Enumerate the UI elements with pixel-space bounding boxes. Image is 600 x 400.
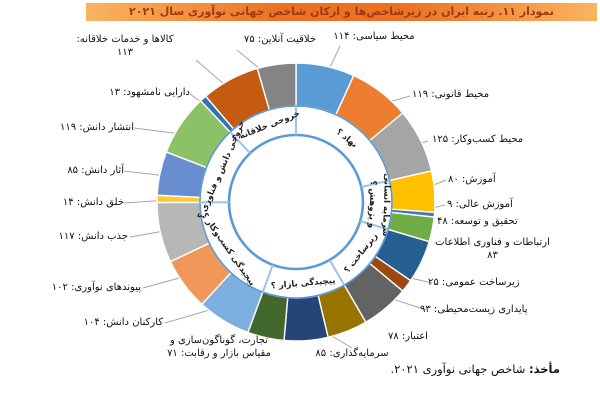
segment-label: پایداری زیست‌محیطی: ۹۳ <box>420 304 528 315</box>
pillar-label: و پژوهش ؟ <box>366 180 377 228</box>
segment-label: آثار دانش: ۸۵ <box>67 165 124 176</box>
segment-label: محیط سیاسی: ۱۱۴ <box>333 31 415 42</box>
segment-label: کالاها و خدمات خلاقانه: ۱۱۳ <box>76 34 174 58</box>
segment-label: سرمایه‌گذاری: ۸۵ <box>315 348 389 359</box>
segment-label: پیوندهای نوآوری: ۱۰۲ <box>51 282 141 293</box>
segment-label: محیط قانونی: ۱۱۹ <box>412 89 490 100</box>
pillar-label: نهاد ؟ <box>334 127 359 150</box>
pillar-label: سرمایه انسانی <box>380 173 392 236</box>
inner-ring-hole-border <box>227 133 365 271</box>
segment-label: محیط کسب‌وکار: ۱۲۵ <box>432 134 524 145</box>
pillar-divider <box>361 179 390 188</box>
segment-label: تحقیق و توسعه: ۴۸ <box>437 216 518 227</box>
chart-title: نمودار ۱۱. رتبه ایران در زیرشاخص‌ها و ار… <box>86 3 597 21</box>
segment-label: زیرساخت عمومی: ۲۵ <box>428 277 520 288</box>
pillar-divider <box>229 131 251 154</box>
segment-label: دارایی نامشهود: ۱۳ <box>109 87 190 98</box>
pillar-label: پیچیدگی بازار ؟ <box>270 275 335 292</box>
segment-label: اعتبار: ۷۸ <box>388 331 428 342</box>
segment-label: آموزش عالی: ۹ <box>447 199 513 210</box>
pillar-divider <box>261 264 274 293</box>
segment-label: تجارت، گوناگون‌سازی و مقیاس بازار و رقابت… <box>167 335 271 359</box>
source-prefix: مأخذ: <box>529 362 560 376</box>
pillar-divider <box>359 220 389 231</box>
segment-label: خلاقیت آنلاین: ۷۵ <box>243 34 317 45</box>
segment-label: آموزش: ۸۰ <box>448 174 496 185</box>
pillar-divider <box>328 259 346 286</box>
source-text: شاخص جهانی نوآوری ۲۰۲۱. <box>390 362 530 376</box>
segment-label: ارتباطات و فناوری اطلاعات ۸۳ <box>435 237 550 261</box>
segment-label: خلق دانش: ۱۴ <box>62 197 124 208</box>
segment-label: انتشار دانش: ۱۱۹ <box>60 122 134 133</box>
segment-label: کارکنان دانش: ۱۰۴ <box>83 317 163 328</box>
segment-label: جذب دانش: ۱۱۷ <box>58 231 128 242</box>
source-note: مأخذ: شاخص جهانی نوآوری ۲۰۲۱. <box>391 362 560 376</box>
